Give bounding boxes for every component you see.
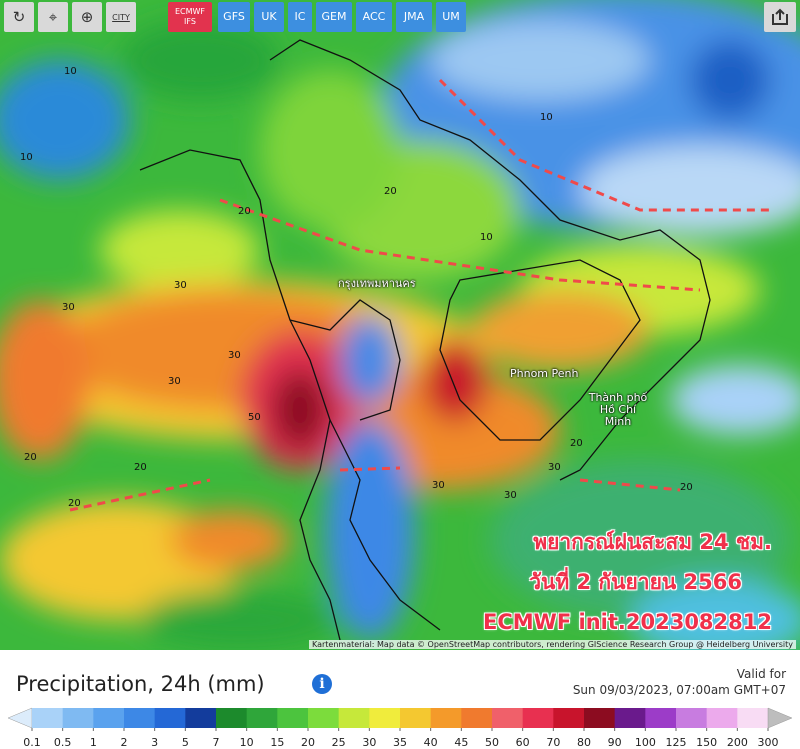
scale-tick-label: 1	[90, 736, 97, 749]
contour-label: 30	[504, 490, 517, 501]
scale-segment	[400, 708, 432, 728]
overlay-text: พยากรณ์ฝนสะสม 24 ชม.	[533, 530, 772, 554]
contour-label: 20	[680, 482, 693, 493]
scale-tick-label: 0.1	[23, 736, 41, 749]
scale-segment	[430, 708, 462, 728]
scale-tick-label: 40	[424, 736, 438, 749]
contour-label: 30	[228, 350, 241, 361]
scale-segment	[461, 708, 493, 728]
scale-tick-label: 80	[577, 736, 591, 749]
scale-tick-label: 20	[301, 736, 315, 749]
contour-label: 20	[134, 462, 147, 473]
model-button[interactable]: JMA	[396, 2, 432, 32]
scale-segment	[216, 708, 248, 728]
scale-segment	[277, 708, 309, 728]
scale-segment	[522, 708, 554, 728]
overlay-text: ECMWF init.2023082812	[483, 610, 772, 634]
contour-label: 30	[548, 462, 561, 473]
contour-label: 20	[570, 438, 583, 449]
scale-segment	[584, 708, 616, 728]
scale-tick-label: 100	[635, 736, 656, 749]
scale-tick-label: 5	[182, 736, 189, 749]
scale-tick-label: 3	[151, 736, 158, 749]
scale-segment	[93, 708, 125, 728]
attribution: Kartenmaterial: Map data © OpenStreetMap…	[308, 640, 796, 649]
precip-field	[0, 0, 800, 650]
scale-tick-label: 45	[454, 736, 468, 749]
scale-segment	[308, 708, 340, 728]
scale-segment	[32, 708, 64, 728]
valid-label: Valid for	[736, 667, 786, 681]
contour-label: 30	[168, 376, 181, 387]
scale-segment	[338, 708, 370, 728]
scale-tick-label: 30	[362, 736, 376, 749]
tool-button[interactable]: ↻	[4, 2, 34, 32]
place-label: Phnom Penh	[510, 367, 579, 380]
scale-tick-label: 35	[393, 736, 407, 749]
map[interactable]: กรุงเทพมหานคร Phnom Penh Thành phố Hồ Chí …	[0, 0, 800, 650]
share-button[interactable]	[764, 2, 796, 32]
scale-segment	[62, 708, 94, 728]
contour-label: 30	[174, 280, 187, 291]
contour-label: 50	[248, 412, 261, 423]
place-label: กรุงเทพมหานคร	[338, 277, 416, 290]
scale-tick-label: 90	[608, 736, 622, 749]
scale-tick-label: 7	[213, 736, 220, 749]
share-icon	[772, 8, 788, 25]
scale-segment	[676, 708, 708, 728]
contour-label: 20	[24, 452, 37, 463]
model-button[interactable]: ECMWF IFS	[168, 2, 212, 32]
model-button[interactable]: UK	[254, 2, 284, 32]
info-button[interactable]: i	[312, 674, 332, 694]
scale-tick-label: 70	[546, 736, 560, 749]
scale-segment	[246, 708, 278, 728]
overlay-text: วันที่ 2 กันยายน 2566	[529, 570, 742, 594]
scale-tick-label: 2	[121, 736, 128, 749]
contour-label: 20	[384, 186, 397, 197]
color-scale: 0.1 0.5 1 2 3 5 7 10 15 20 25 30 35 40 45 50 60 70 80 90 100…	[7, 707, 793, 749]
model-button[interactable]: GEM	[316, 2, 352, 32]
scale-arrow-high	[767, 707, 793, 729]
scale-segment	[492, 708, 524, 728]
model-button[interactable]: GFS	[218, 2, 250, 32]
scale-segment	[553, 708, 585, 728]
scale-tick-label: 15	[270, 736, 284, 749]
scale-arrow-low	[7, 707, 33, 729]
scale-tick-label: 200	[727, 736, 748, 749]
place-label: Thành phố Hồ Chí Minh	[588, 391, 648, 428]
scale-segment	[645, 708, 677, 728]
scale-tick-label: 300	[758, 736, 779, 749]
scale-tick-label: 10	[240, 736, 254, 749]
scale-tick-label: 125	[666, 736, 687, 749]
scale-segment	[706, 708, 738, 728]
scale-segment	[185, 708, 217, 728]
scale-tick-label: 60	[516, 736, 530, 749]
contour-label: 10	[64, 66, 77, 77]
scale-tick-label: 50	[485, 736, 499, 749]
scale-segment	[154, 708, 186, 728]
contour-label: 30	[432, 480, 445, 491]
scale-segment	[124, 708, 156, 728]
contour-label: 10	[480, 232, 493, 243]
contour-label: 20	[68, 498, 81, 509]
scale-tick-label: 150	[696, 736, 717, 749]
tool-button[interactable]: ⌖	[38, 2, 68, 32]
scale-tick-label: 25	[332, 736, 346, 749]
model-button[interactable]: ACC	[356, 2, 392, 32]
scale-segment	[737, 708, 769, 728]
contour-label: 30	[62, 302, 75, 313]
scale-segment	[369, 708, 401, 728]
tool-button[interactable]: ⊕	[72, 2, 102, 32]
model-button[interactable]: IC	[288, 2, 312, 32]
contour-label: 20	[238, 206, 251, 217]
model-button[interactable]: UM	[436, 2, 466, 32]
contour-label: 10	[20, 152, 33, 163]
scale-tick-label: 0.5	[54, 736, 72, 749]
city-button[interactable]: CITY	[106, 2, 136, 32]
contour-label: 10	[540, 112, 553, 123]
valid-time: Sun 09/03/2023, 07:00am GMT+07	[572, 683, 786, 697]
scale-segment	[614, 708, 646, 728]
legend-title: Precipitation, 24h (mm)	[16, 672, 265, 696]
